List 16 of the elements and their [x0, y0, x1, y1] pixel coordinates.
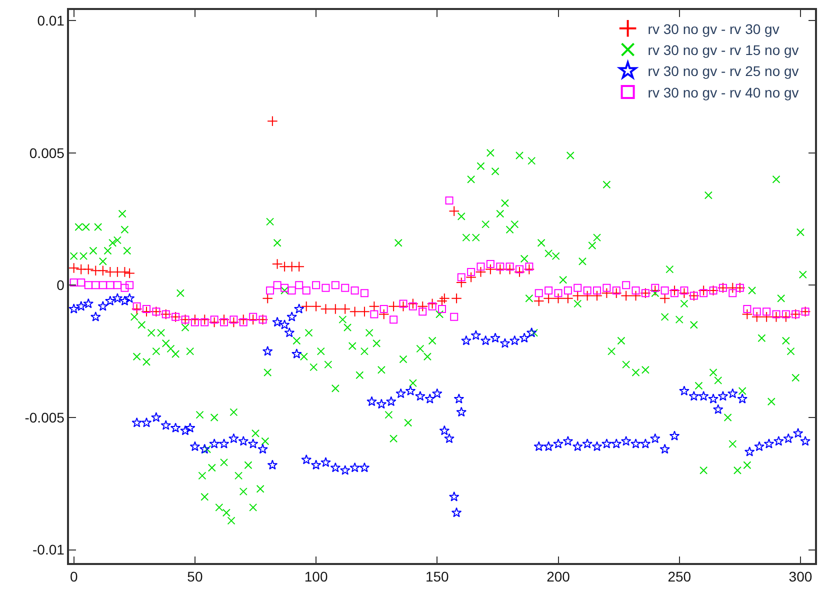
x-tick-label: 250	[668, 568, 692, 585]
y-tick-label: 0.005	[29, 144, 65, 161]
y-tick-label: 0	[56, 277, 65, 294]
x-tick-label: 200	[546, 568, 570, 585]
x-tick-label: 150	[425, 568, 450, 585]
legend-label: rv 30 no gv - rv 15 no gv	[648, 42, 799, 58]
x-tick-label: 0	[70, 568, 78, 585]
legend-label: rv 30 no gv - rv 25 no gv	[648, 63, 799, 80]
x-tick-label: 50	[187, 568, 203, 585]
legend-label: rv 30 no gv - rv 40 no gv	[648, 84, 799, 100]
legend-label: rv 30 no gv - rv 30 gv	[648, 20, 780, 37]
x-tick-label: 100	[304, 568, 328, 585]
y-tick-label: -0.005	[24, 409, 65, 426]
y-tick-label: -0.01	[32, 542, 65, 558]
x-tick-label: 300	[788, 568, 812, 585]
y-tick-label: 0.01	[37, 12, 65, 28]
